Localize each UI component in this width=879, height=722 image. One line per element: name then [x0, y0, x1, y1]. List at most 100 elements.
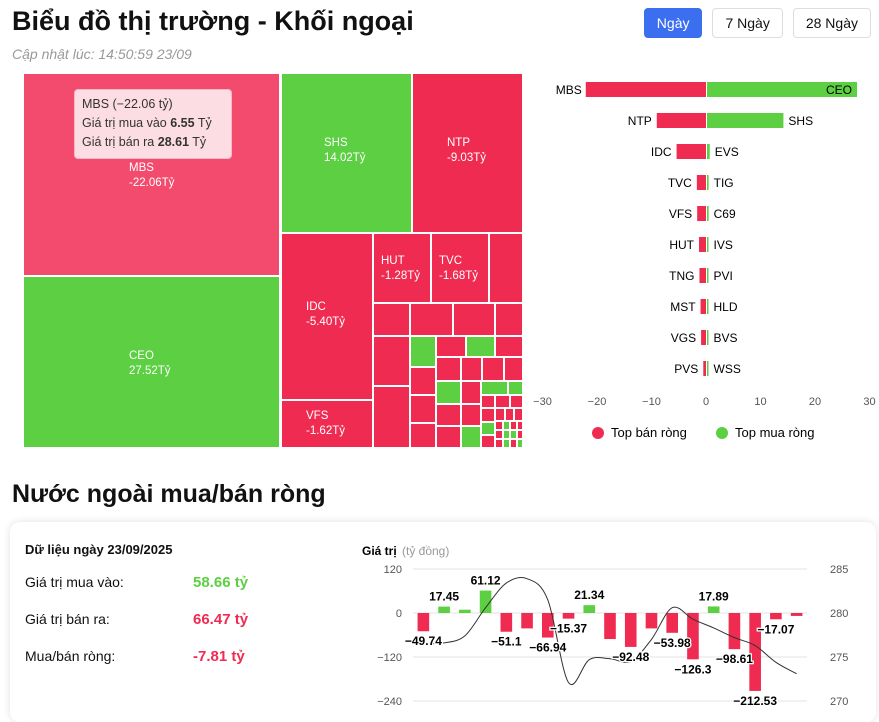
treemap-tile[interactable] — [495, 439, 503, 448]
stat-value: -7.81 tỷ — [193, 648, 245, 665]
tile-name: SHS — [324, 137, 348, 149]
buy-bar — [707, 144, 710, 159]
sell-label: Giá trị bán ra — [82, 135, 155, 149]
buy-label: HLD — [714, 300, 738, 314]
treemap-tile[interactable] — [410, 423, 436, 448]
treemap-tile-tvc[interactable]: TVC -1.68Tỷ — [431, 233, 489, 303]
bar — [479, 590, 492, 613]
tooltip-buy: Giá trị mua vào 6.55 Tỷ — [82, 114, 224, 133]
treemap-tile-ceo[interactable]: CEO 27.52Tỷ — [23, 276, 280, 448]
treemap-tile[interactable] — [508, 381, 523, 395]
treemap-tile[interactable] — [461, 357, 482, 381]
treemap-tile[interactable] — [481, 381, 508, 395]
bar — [500, 613, 513, 632]
treemap-tile[interactable] — [495, 303, 523, 336]
treemap-tile[interactable] — [461, 381, 481, 404]
tab-7-days[interactable]: 7 Ngày — [712, 8, 783, 38]
data-label: −53.98 — [654, 636, 691, 650]
index-line — [423, 577, 797, 686]
treemap-tile[interactable] — [481, 408, 495, 422]
treemap-tile[interactable] — [373, 386, 410, 448]
treemap-tile[interactable] — [410, 303, 453, 336]
treemap-tile-vfs[interactable]: VFS -1.62Tỷ — [281, 400, 373, 448]
treemap-tile[interactable] — [461, 426, 481, 448]
treemap-tile[interactable] — [505, 408, 514, 421]
sell-label: NTP — [628, 114, 652, 128]
y-tick: −240 — [377, 696, 402, 708]
tab-28-days[interactable]: 28 Ngày — [792, 8, 871, 38]
treemap-tile[interactable] — [481, 435, 495, 448]
buy-label: PVI — [714, 269, 733, 283]
treemap-tile[interactable] — [410, 395, 436, 423]
buy-label: TIG — [714, 176, 734, 190]
treemap-tile[interactable] — [489, 233, 523, 303]
treemap-tile[interactable] — [495, 430, 503, 439]
buy-label: C69 — [714, 207, 736, 221]
treemap-tile[interactable] — [436, 357, 461, 381]
treemap-tile[interactable] — [517, 439, 523, 448]
treemap-tile[interactable] — [503, 439, 510, 448]
treemap-tile[interactable] — [510, 395, 523, 408]
buy-bar — [707, 206, 709, 221]
treemap-tile[interactable] — [503, 421, 510, 430]
treemap-tile[interactable] — [436, 336, 466, 357]
treemap-tile[interactable] — [510, 430, 517, 439]
treemap-tile[interactable] — [495, 336, 523, 357]
treemap-tile[interactable] — [436, 404, 461, 426]
treemap-tile[interactable] — [514, 408, 523, 421]
data-label: −126.3 — [674, 662, 711, 676]
sell-value: 28.61 — [157, 135, 190, 149]
treemap-tile[interactable] — [517, 421, 523, 430]
treemap-tile[interactable] — [453, 303, 495, 336]
treemap-tile[interactable] — [373, 336, 410, 386]
treemap-tile[interactable] — [436, 381, 461, 404]
sell-bar — [701, 330, 706, 345]
treemap-tile[interactable] — [495, 408, 505, 421]
treemap-tile[interactable] — [503, 430, 510, 439]
treemap-tile[interactable] — [481, 422, 495, 435]
x-tick: 10 — [754, 396, 766, 408]
stats-panel: Dữ liệu ngày 23/09/2025 Giá trị mua vào:… — [25, 542, 275, 665]
buy-label: IVS — [714, 238, 733, 252]
treemap-tile-idc[interactable]: IDC -5.40Tỷ — [281, 233, 373, 400]
treemap-tile[interactable] — [373, 303, 410, 336]
tab-day[interactable]: Ngày — [643, 8, 703, 38]
data-label: −17.07 — [757, 622, 794, 636]
treemap-tile[interactable] — [482, 357, 504, 381]
stat-value: 58.66 tỷ — [193, 574, 249, 591]
treemap-tile[interactable] — [410, 367, 436, 395]
stat-buy: Giá trị mua vào: 58.66 tỷ — [25, 574, 275, 591]
buy-bar — [707, 268, 709, 283]
bar — [790, 613, 803, 616]
treemap-tile[interactable] — [495, 395, 510, 408]
stat-label: Mua/bán ròng: — [25, 648, 116, 664]
buy-bar — [707, 82, 857, 97]
treemap-tile-hut[interactable]: HUT -1.28Tỷ — [373, 233, 431, 303]
treemap-tile[interactable] — [510, 439, 517, 448]
treemap-tile[interactable] — [510, 421, 517, 430]
data-label: −51.1 — [491, 635, 522, 649]
sell-label: PVS — [674, 362, 698, 376]
treemap-tile[interactable] — [504, 357, 523, 381]
treemap-tile[interactable] — [481, 395, 495, 408]
y-tick: −120 — [377, 652, 402, 664]
treemap-tile[interactable] — [466, 336, 495, 357]
treemap-tile[interactable] — [410, 336, 436, 367]
buy-label: WSS — [714, 362, 741, 376]
treemap-tile-shs[interactable]: SHS 14.02Tỷ — [281, 73, 412, 233]
treemap-tile[interactable] — [517, 430, 523, 439]
treemap-tile-ntp[interactable]: NTP -9.03Tỷ — [412, 73, 523, 233]
x-tick: 30 — [863, 396, 875, 408]
unit: Tỷ — [197, 116, 212, 130]
bar — [666, 613, 679, 633]
treemap-tile[interactable] — [461, 404, 481, 426]
bar — [562, 613, 575, 619]
treemap-tile[interactable] — [436, 426, 461, 448]
treemap: MBS -22.06Tỷ CEO 27.52Tỷ SHS 14.02Tỷ NTP -9.03T… — [23, 73, 523, 448]
tile-name: HUT — [381, 255, 405, 267]
buy-label: BVS — [714, 331, 738, 345]
data-label: −49.74 — [405, 634, 442, 648]
data-label: −98.61 — [716, 652, 753, 666]
treemap-tile[interactable] — [495, 421, 503, 430]
y2-tick: 275 — [830, 652, 848, 664]
